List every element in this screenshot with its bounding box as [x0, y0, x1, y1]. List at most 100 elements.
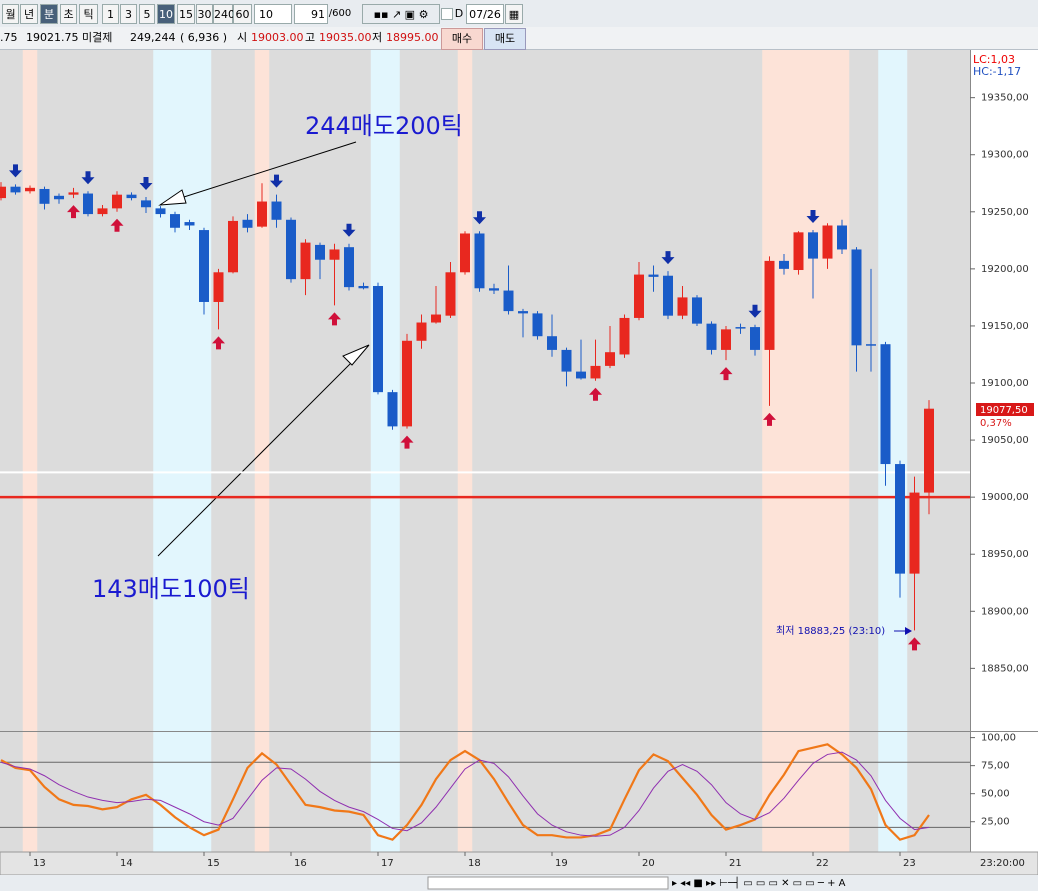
- candle-body: [97, 208, 108, 215]
- toolbar-button[interactable]: 월: [2, 4, 19, 24]
- candle-body: [83, 193, 93, 215]
- candle-body: [329, 249, 340, 260]
- candle-body: [532, 313, 543, 337]
- price-tag: [976, 403, 1034, 416]
- toolbar-button[interactable]: 240: [213, 4, 235, 24]
- candle-body: [39, 188, 50, 204]
- buy-signal: [763, 412, 776, 426]
- buy-signal: [719, 367, 733, 381]
- annotation: 244매도200틱: [305, 112, 463, 140]
- toolbar-button[interactable]: 3: [120, 4, 137, 24]
- candle-body: [54, 195, 64, 200]
- sell-button[interactable]: 매도: [484, 28, 526, 50]
- candle-body: [822, 225, 833, 259]
- hc: HC:-1,17: [973, 65, 1021, 78]
- calendar-button[interactable]: ▦: [505, 4, 523, 24]
- plot-background: [0, 50, 970, 852]
- toolbar-button[interactable]: 년: [20, 4, 38, 24]
- candle-body: [402, 340, 412, 427]
- y-tick-label: 18900,00: [981, 606, 1029, 617]
- candle-body: [344, 247, 354, 288]
- toolbar-button[interactable]: 초: [60, 4, 77, 24]
- candle-body: [242, 219, 253, 228]
- change: 0,37%: [980, 418, 1012, 429]
- candle-body: [880, 344, 891, 465]
- toolbar-button[interactable]: 60: [233, 4, 252, 24]
- candle-body: [634, 274, 644, 318]
- buy-signal: [212, 336, 225, 350]
- candle-body: [431, 314, 441, 323]
- x-tick-label: 23: [903, 858, 916, 869]
- count-input[interactable]: 91: [294, 4, 328, 24]
- candle-body: [228, 220, 238, 273]
- date-input[interactable]: 07/26: [466, 4, 504, 24]
- toolbar-button[interactable]: 5: [139, 4, 155, 24]
- buy-signal: [908, 637, 921, 651]
- candle-body: [909, 492, 920, 574]
- axis-background: [970, 50, 1038, 852]
- candle-body: [735, 327, 746, 329]
- buy-signal: [589, 387, 602, 401]
- toolbar-button[interactable]: 틱: [79, 4, 98, 24]
- sell-signal: [9, 164, 22, 178]
- sell-signal: [342, 223, 356, 237]
- period-select[interactable]: 10: [254, 4, 292, 24]
- candle-body: [547, 336, 557, 350]
- low-label: 저: [372, 31, 383, 44]
- sell-signal: [661, 251, 675, 265]
- session-band: [457, 50, 473, 852]
- open: 19003.00: [251, 31, 304, 44]
- lc: LC:1,03: [973, 53, 1015, 66]
- candle-body: [155, 208, 166, 215]
- candle-body: [387, 392, 398, 427]
- toolbar-button[interactable]: 15: [177, 4, 195, 24]
- candle-body: [170, 214, 180, 228]
- session-band: [762, 50, 850, 852]
- candle-body: [706, 323, 717, 350]
- toolbar-button[interactable]: 10: [157, 4, 175, 24]
- candle-body: [721, 329, 731, 350]
- toolbar-button[interactable]: 분: [40, 4, 58, 24]
- candle-body: [866, 344, 876, 346]
- candle-body: [257, 201, 267, 227]
- candle-body: [213, 272, 224, 302]
- x-tick-label: 13: [33, 858, 46, 869]
- y2-tick-label: 50,00: [981, 789, 1010, 800]
- x-tick-label: 17: [381, 858, 394, 869]
- price: 19021.75: [26, 31, 79, 44]
- candle-body: [793, 232, 804, 271]
- buy-button[interactable]: 매수: [441, 28, 483, 50]
- oi-label: 미결제: [82, 31, 113, 44]
- y-tick-label: 19050,00: [981, 435, 1029, 446]
- oi: 249,244: [130, 31, 176, 44]
- toolbar-button[interactable]: 1: [102, 4, 119, 24]
- sell-signal: [806, 210, 820, 224]
- x-axis: [0, 851, 1038, 876]
- candle-body: [445, 272, 456, 316]
- sell-signal: [81, 171, 95, 185]
- checkbox[interactable]: [441, 8, 453, 20]
- scrollbar: [0, 875, 1038, 891]
- candle-body: [518, 311, 528, 314]
- high: 19035.00: [319, 31, 372, 44]
- buy-signal: [67, 205, 80, 219]
- x-tick-label: 21: [729, 858, 742, 869]
- candle-body: [0, 186, 6, 199]
- candle-body: [895, 464, 905, 574]
- candle-body: [286, 219, 296, 280]
- x-tick-label: 16: [294, 858, 307, 869]
- toolbar-button[interactable]: 30: [196, 4, 213, 24]
- tool-icons[interactable]: ▪▪ ↗ ▣ ⚙: [362, 4, 440, 24]
- candle-body: [576, 371, 586, 379]
- candle-body: [126, 194, 137, 199]
- y-tick-label: 19300,00: [981, 150, 1029, 161]
- candle-body: [561, 349, 572, 372]
- nav-buttons: ▸ ◂◂ ■ ▸▸ ⊢─┤ ▭ ▭ ▭ ✕ ▭ ▭ ─ + A: [672, 876, 846, 889]
- y-tick-label: 19150,00: [981, 321, 1029, 332]
- session-band: [370, 50, 400, 852]
- candle-body: [358, 285, 369, 289]
- candle-body: [184, 222, 195, 226]
- buy-signal: [110, 218, 124, 232]
- candle-body: [112, 194, 122, 209]
